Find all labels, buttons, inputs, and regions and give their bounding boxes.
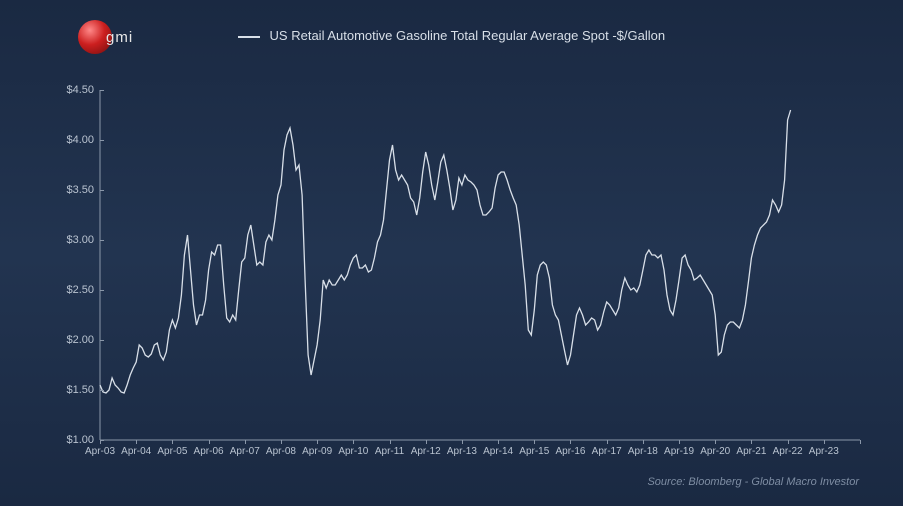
y-axis-label: $3.50 [66,184,94,196]
x-tick [679,440,680,444]
x-axis-label: Apr-03 [85,446,115,457]
x-axis-label: Apr-08 [266,446,296,457]
x-tick [245,440,246,444]
x-tick [209,440,210,444]
y-axis-label: $4.50 [66,84,94,96]
chart-legend: US Retail Automotive Gasoline Total Regu… [0,28,903,43]
x-axis-label: Apr-05 [157,446,187,457]
x-tick [317,440,318,444]
x-axis-label: Apr-20 [700,446,730,457]
x-tick [534,440,535,444]
x-axis-label: Apr-07 [230,446,260,457]
x-tick [100,440,101,444]
x-tick [751,440,752,444]
x-tick [281,440,282,444]
logo-text: gmi [106,29,133,46]
x-tick [353,440,354,444]
x-axis-label: Apr-21 [736,446,766,457]
x-axis-label: Apr-19 [664,446,694,457]
y-tick [100,190,104,191]
x-axis-label: Apr-14 [483,446,513,457]
x-tick [715,440,716,444]
y-tick [100,90,104,91]
x-axis-label: Apr-11 [375,446,404,457]
x-axis-label: Apr-16 [555,446,585,457]
source-attribution: Source: Bloomberg - Global Macro Investo… [647,476,859,488]
x-tick [136,440,137,444]
y-axis-label: $1.00 [66,434,94,446]
y-tick [100,390,104,391]
legend-series-label: US Retail Automotive Gasoline Total Regu… [270,28,666,43]
plot-area: $1.00$1.50$2.00$2.50$3.00$3.50$4.00$4.50… [100,90,860,440]
y-axis-label: $2.00 [66,334,94,346]
x-tick [462,440,463,444]
x-axis-label: Apr-15 [519,446,549,457]
x-axis-label: Apr-13 [447,446,477,457]
series-line [100,110,791,393]
y-tick [100,290,104,291]
x-tick [426,440,427,444]
x-axis-label: Apr-04 [121,446,151,457]
y-axis-label: $1.50 [66,384,94,396]
x-tick [172,440,173,444]
y-tick [100,140,104,141]
y-axis-label: $2.50 [66,284,94,296]
plot-svg [100,90,860,450]
x-axis-label: Apr-23 [809,446,839,457]
x-tick [860,440,861,444]
y-tick [100,240,104,241]
x-axis-label: Apr-17 [592,446,622,457]
x-axis-label: Apr-22 [773,446,803,457]
chart-container: gmi US Retail Automotive Gasoline Total … [0,0,903,506]
x-tick [570,440,571,444]
legend-swatch-icon [238,36,260,38]
y-axis-label: $4.00 [66,134,94,146]
x-tick [788,440,789,444]
x-axis-label: Apr-12 [411,446,441,457]
x-tick [390,440,391,444]
y-tick [100,340,104,341]
x-axis-label: Apr-18 [628,446,658,457]
x-axis-label: Apr-09 [302,446,332,457]
y-axis-label: $3.00 [66,234,94,246]
x-tick [498,440,499,444]
x-tick [824,440,825,444]
x-axis-label: Apr-10 [338,446,368,457]
x-axis-label: Apr-06 [194,446,224,457]
x-tick [607,440,608,444]
x-tick [643,440,644,444]
